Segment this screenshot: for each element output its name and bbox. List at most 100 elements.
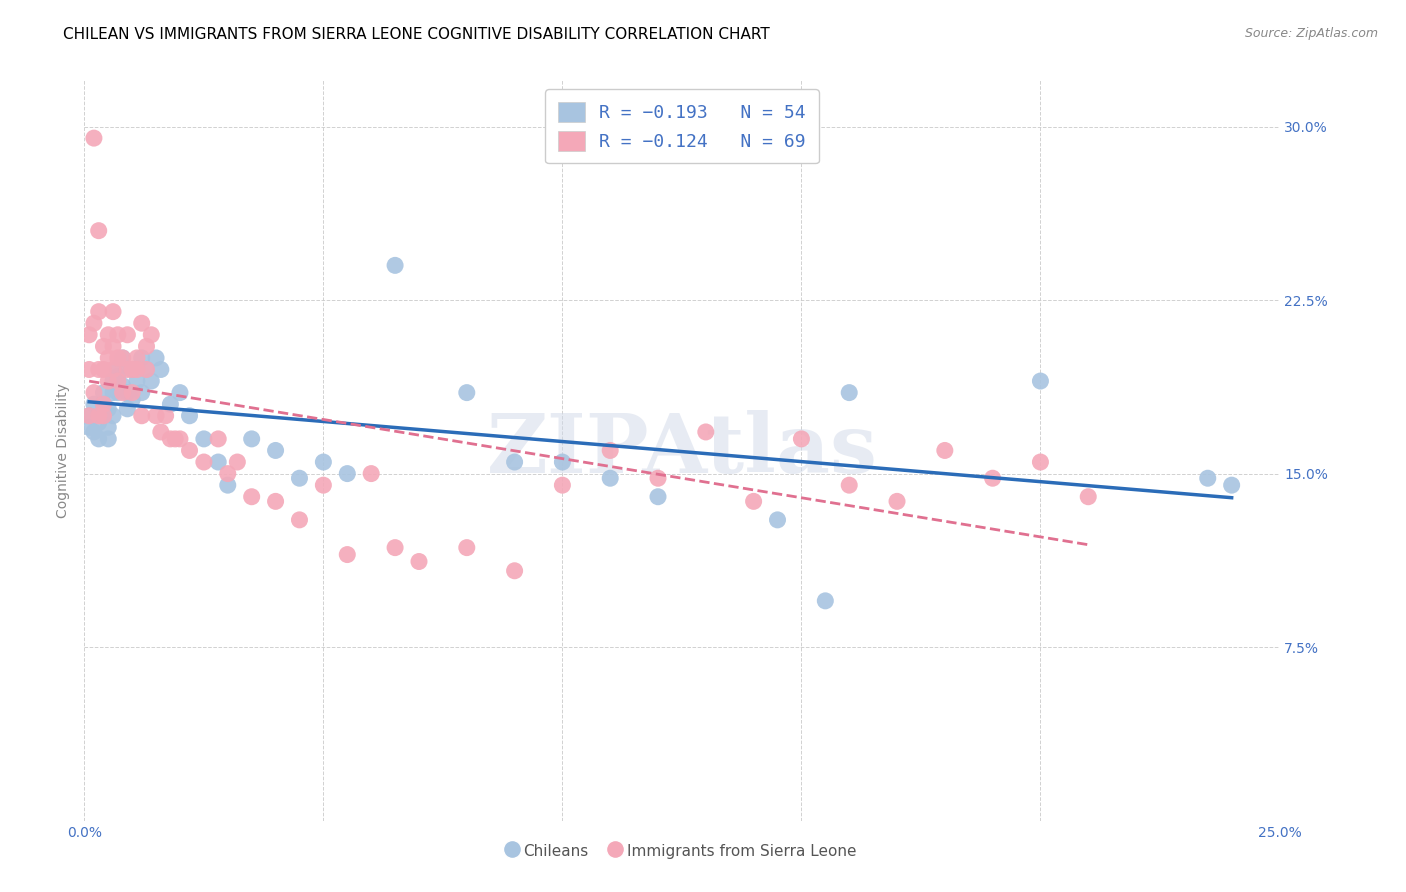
Point <box>288 471 311 485</box>
Point <box>87 432 110 446</box>
Point <box>149 425 172 439</box>
Point <box>97 374 120 388</box>
Point <box>141 327 163 342</box>
Point <box>87 416 110 430</box>
Point <box>83 397 105 411</box>
Point <box>1029 455 1052 469</box>
Point <box>838 385 860 400</box>
Point <box>207 432 229 446</box>
Point <box>101 409 124 423</box>
Point <box>87 362 110 376</box>
Text: Source: ZipAtlas.com: Source: ZipAtlas.com <box>1244 27 1378 40</box>
Point <box>838 478 860 492</box>
Point <box>226 455 249 469</box>
Text: CHILEAN VS IMMIGRANTS FROM SIERRA LEONE COGNITIVE DISABILITY CORRELATION CHART: CHILEAN VS IMMIGRANTS FROM SIERRA LEONE … <box>63 27 770 42</box>
Point <box>217 478 239 492</box>
Point <box>135 362 157 376</box>
Point <box>125 374 148 388</box>
Point <box>77 327 100 342</box>
Point <box>981 471 1004 485</box>
Point <box>131 351 153 365</box>
Point <box>77 409 100 423</box>
Point <box>141 374 163 388</box>
Point <box>695 425 717 439</box>
Point <box>766 513 789 527</box>
Point <box>169 432 191 446</box>
Point <box>503 564 526 578</box>
Point <box>336 548 359 562</box>
Point <box>193 455 215 469</box>
Point <box>159 432 181 446</box>
Point <box>83 316 105 330</box>
Point <box>288 513 311 527</box>
Point <box>101 385 124 400</box>
Point <box>814 594 837 608</box>
Point <box>742 494 765 508</box>
Point <box>93 409 115 423</box>
Point <box>647 490 669 504</box>
Point <box>93 362 115 376</box>
Point <box>97 420 120 434</box>
Y-axis label: Cognitive Disability: Cognitive Disability <box>56 383 70 518</box>
Point <box>97 432 120 446</box>
Point <box>934 443 956 458</box>
Point <box>336 467 359 481</box>
Point <box>599 443 621 458</box>
Point <box>101 362 124 376</box>
Text: ZIPAtlas: ZIPAtlas <box>486 410 877 491</box>
Point <box>93 397 115 411</box>
Point <box>83 385 105 400</box>
Point <box>97 327 120 342</box>
Point <box>77 409 100 423</box>
Point <box>87 409 110 423</box>
Point <box>117 401 139 416</box>
Point <box>217 467 239 481</box>
Point <box>77 362 100 376</box>
Point <box>93 339 115 353</box>
Point <box>149 362 172 376</box>
Point <box>87 304 110 318</box>
Point <box>117 385 139 400</box>
Point <box>121 362 143 376</box>
Point <box>111 351 134 365</box>
Point <box>135 339 157 353</box>
Point <box>83 131 105 145</box>
Point <box>456 385 478 400</box>
Point <box>240 490 263 504</box>
Point <box>207 455 229 469</box>
Point <box>83 425 105 439</box>
Point <box>264 494 287 508</box>
Point <box>107 351 129 365</box>
Point <box>117 327 139 342</box>
Point <box>101 374 124 388</box>
Point <box>107 369 129 384</box>
Point <box>179 443 201 458</box>
Point <box>97 401 120 416</box>
Point <box>193 432 215 446</box>
Point <box>135 362 157 376</box>
Point <box>93 385 115 400</box>
Point <box>125 351 148 365</box>
Point <box>97 351 120 365</box>
Point <box>131 409 153 423</box>
Point <box>159 397 181 411</box>
Point <box>647 471 669 485</box>
Point <box>111 385 134 400</box>
Point <box>1029 374 1052 388</box>
Point <box>93 397 115 411</box>
Point <box>165 432 187 446</box>
Point <box>87 224 110 238</box>
Point <box>179 409 201 423</box>
Point <box>384 541 406 555</box>
Point <box>312 478 335 492</box>
Point <box>155 409 177 423</box>
Point <box>456 541 478 555</box>
Point <box>790 432 813 446</box>
Point <box>599 471 621 485</box>
Point <box>551 455 574 469</box>
Point <box>384 259 406 273</box>
Point <box>107 385 129 400</box>
Point <box>111 378 134 392</box>
Point <box>551 478 574 492</box>
Point <box>408 554 430 569</box>
